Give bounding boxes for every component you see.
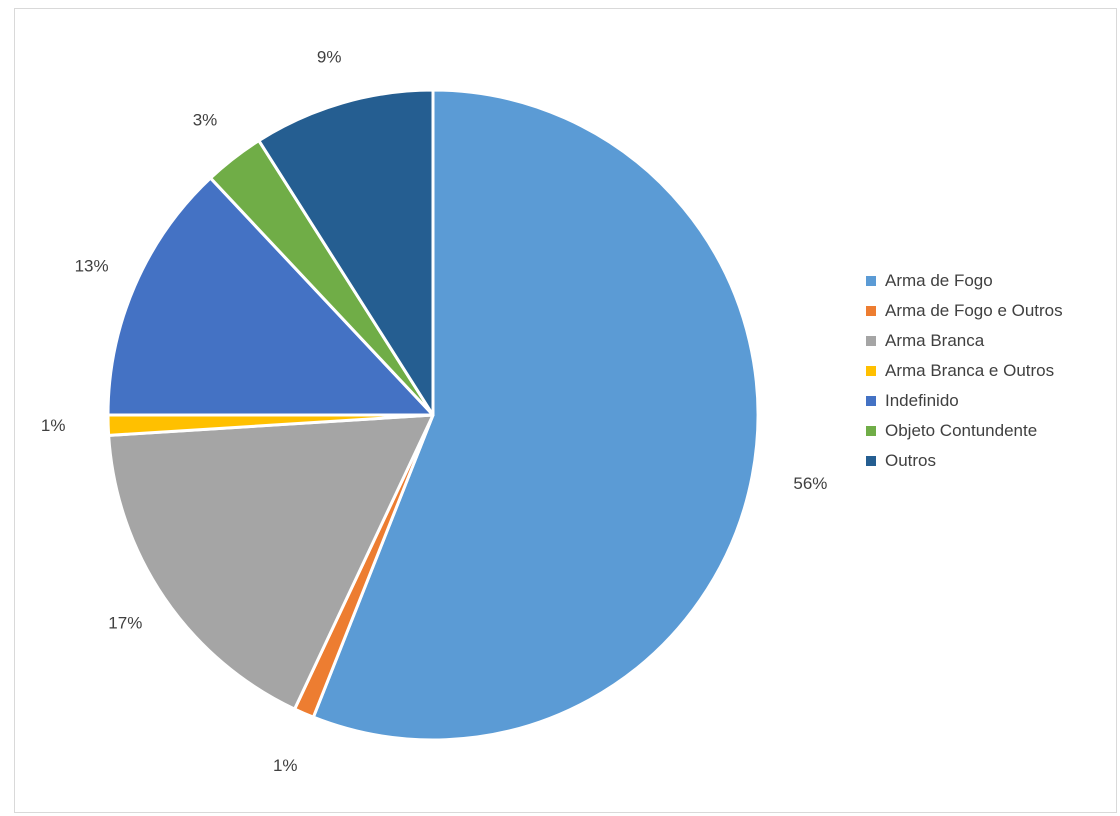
- pie-slice-indefinido: [106, 176, 435, 417]
- legend: Arma de Fogo Arma de Fogo e Outros Arma Br…: [866, 266, 1116, 476]
- legend-label: Arma Branca: [885, 331, 985, 350]
- legend-item-arma-de-fogo: Arma de Fogo: [866, 266, 1116, 296]
- legend-label: Arma de Fogo: [885, 271, 993, 290]
- legend-label: Objeto Contundente: [885, 421, 1038, 440]
- legend-swatch: [866, 456, 876, 466]
- data-label-outros: 9%: [317, 47, 342, 66]
- data-label-arma-de-fogo-e-outros: 1%: [273, 756, 298, 775]
- legend-swatch: [866, 396, 876, 406]
- legend-item-outros: Outros: [866, 446, 1116, 476]
- legend-item-arma-branca: Arma Branca: [866, 326, 1116, 356]
- pie-slices: [106, 88, 760, 742]
- legend-item-objeto-contundente: Objeto Contundente: [866, 416, 1116, 446]
- legend-label: Arma de Fogo e Outros: [885, 301, 1063, 320]
- data-label-arma-branca: 17%: [108, 614, 142, 633]
- data-label-arma-branca-e-outros: 1%: [41, 416, 66, 435]
- legend-swatch: [866, 306, 876, 316]
- pie-slice-outros: [257, 88, 435, 417]
- legend-swatch: [866, 276, 876, 286]
- data-label-indefinido: 13%: [75, 257, 109, 276]
- legend-label: Indefinido: [885, 391, 959, 410]
- legend-swatch: [866, 426, 876, 436]
- data-label-arma-de-fogo: 56%: [793, 474, 827, 493]
- data-labels: 56% 1% 17% 1% 13% 3% 9%: [41, 47, 828, 775]
- legend-item-arma-branca-e-outros: Arma Branca e Outros: [866, 356, 1116, 386]
- legend-label: Outros: [885, 451, 937, 470]
- legend-label: Arma Branca e Outros: [885, 361, 1055, 380]
- data-label-objeto-contundente: 3%: [193, 111, 218, 130]
- pie-slice-arma-branca: [107, 413, 435, 711]
- legend-item-arma-de-fogo-e-outros: Arma de Fogo e Outros: [866, 296, 1116, 326]
- legend-item-indefinido: Indefinido: [866, 386, 1116, 416]
- legend-swatch: [866, 366, 876, 376]
- pie-slice-arma-de-fogo: [311, 88, 760, 742]
- legend-swatch: [866, 336, 876, 346]
